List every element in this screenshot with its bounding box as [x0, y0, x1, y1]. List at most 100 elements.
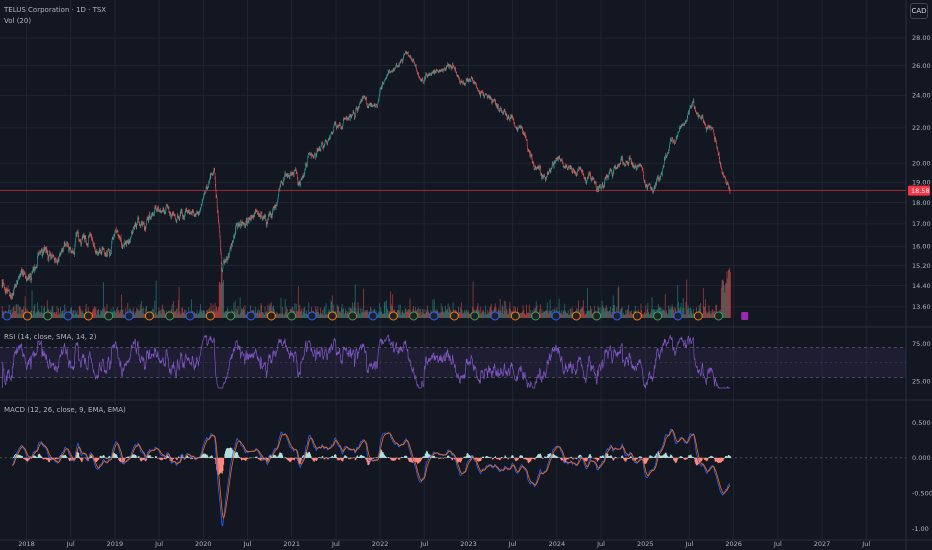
- volume-bar: [628, 304, 629, 318]
- macd-histogram-bar: [667, 456, 669, 458]
- volume-bar: [185, 309, 187, 318]
- macd-histogram-bar: [419, 457, 422, 462]
- x-tick-label: Jul: [419, 540, 428, 548]
- volume-bar: [702, 288, 704, 318]
- macd-histogram-bar: [388, 457, 390, 458]
- macd-histogram-bar: [566, 457, 568, 460]
- macd-histogram-bar: [578, 455, 580, 458]
- macd-histogram-bar: [135, 455, 137, 458]
- macd-label[interactable]: MACD (12, 26, close, 9, EMA, EMA): [4, 406, 126, 414]
- x-tick-label: Jul: [154, 540, 163, 548]
- rsi-label[interactable]: RSI (14, close, SMA, 14, 2): [4, 333, 97, 341]
- macd-histogram-bar: [243, 457, 245, 460]
- macd-histogram-bar: [347, 457, 349, 459]
- macd-histogram-bar: [570, 456, 572, 458]
- macd-histogram-bar: [338, 457, 340, 461]
- currency-button[interactable]: CAD: [910, 3, 928, 19]
- volume-bar: [723, 281, 724, 318]
- volume-bar: [692, 312, 694, 318]
- macd-histogram-bar: [215, 457, 217, 464]
- event-marker: [449, 311, 459, 321]
- macd-histogram-bar: [57, 457, 60, 459]
- macd-histogram-bar: [370, 457, 372, 461]
- macd-histogram-bar: [672, 457, 674, 458]
- macd-histogram-bar: [79, 457, 81, 460]
- volume-bar: [626, 310, 628, 318]
- macd-histogram-bar: [368, 457, 370, 465]
- volume-bar: [481, 310, 483, 318]
- volume-bar: [621, 306, 623, 318]
- volume-bar: [641, 314, 643, 318]
- macd-histogram-bar: [333, 454, 336, 458]
- volume-label[interactable]: Vol (20): [4, 17, 32, 25]
- macd-histogram-bar: [499, 457, 501, 460]
- macd-histogram-bar: [590, 456, 592, 458]
- volume-bar: [191, 299, 192, 318]
- macd-histogram-bar: [171, 457, 173, 461]
- volume-bar: [507, 314, 509, 318]
- macd-histogram-bar: [612, 457, 614, 461]
- volume-bar: [53, 311, 55, 318]
- macd-histogram-bar: [132, 454, 134, 458]
- macd-histogram-bar: [281, 455, 284, 458]
- rsi-panel[interactable]: [0, 334, 906, 390]
- volume-bar: [716, 305, 717, 318]
- macd-histogram-bar: [669, 455, 671, 458]
- volume-bar: [315, 309, 317, 318]
- macd-helper: [2, 429, 720, 526]
- macd-histogram-bar: [41, 456, 43, 458]
- macd-histogram-bar: [696, 457, 698, 466]
- volume-bar: [173, 300, 174, 318]
- macd-histogram-bar: [660, 455, 662, 458]
- macd-histogram-bar: [194, 457, 196, 460]
- volume-bar: [363, 312, 365, 318]
- macd-histogram-bar: [486, 455, 488, 458]
- macd-histogram-bar: [70, 457, 72, 460]
- x-tick-label: 2021: [283, 540, 300, 548]
- volume-bar: [520, 312, 522, 318]
- volume-bar: [19, 306, 21, 318]
- volume-bar: [254, 306, 256, 318]
- macd-histogram-bar: [219, 457, 221, 474]
- volume-bar: [642, 313, 644, 318]
- macd-histogram-bar: [523, 457, 525, 460]
- volume-bar: [216, 308, 218, 318]
- volume-bar: [279, 313, 281, 318]
- event-markers[interactable]: [2, 311, 749, 321]
- macd-histogram-bar: [554, 455, 556, 458]
- macd-histogram-bar: [327, 457, 329, 460]
- volume-bar: [143, 314, 145, 318]
- macd-histogram-bar: [382, 452, 384, 458]
- macd-histogram-bar: [594, 457, 596, 459]
- macd-histogram-bar: [372, 457, 374, 459]
- symbol-title[interactable]: TELUS Corporation · 1D · TSX: [4, 6, 107, 14]
- macd-histogram-bar: [674, 457, 676, 463]
- macd-panel[interactable]: [0, 428, 906, 527]
- volume-bar: [487, 309, 489, 318]
- event-marker: [632, 311, 642, 321]
- macd-histogram-bar: [675, 457, 677, 463]
- volume-bar: [299, 304, 301, 318]
- volume-bar: [23, 306, 25, 318]
- price-candles[interactable]: [0, 50, 906, 301]
- volume-bar: [560, 313, 562, 318]
- volume-bar: [159, 310, 161, 318]
- macd-histogram-bar: [428, 454, 431, 458]
- volume-bar: [62, 311, 64, 318]
- macd-histogram-bar: [662, 455, 664, 458]
- macd-histogram-bar: [246, 457, 248, 459]
- event-marker: [144, 311, 154, 321]
- volume-bar: [77, 314, 79, 318]
- macd-histogram-bar: [277, 455, 279, 458]
- volume-bar: [306, 314, 308, 318]
- macd-histogram-bar: [39, 455, 42, 458]
- macd-histogram-bar: [148, 455, 150, 458]
- macd-histogram-bar: [38, 453, 40, 458]
- volume-bar: [259, 312, 261, 318]
- volume-bar: [502, 307, 504, 318]
- volume-bar: [243, 307, 245, 318]
- macd-histogram-bar: [84, 457, 87, 459]
- macd-histogram-bar: [657, 451, 659, 458]
- volume-bar: [706, 313, 708, 318]
